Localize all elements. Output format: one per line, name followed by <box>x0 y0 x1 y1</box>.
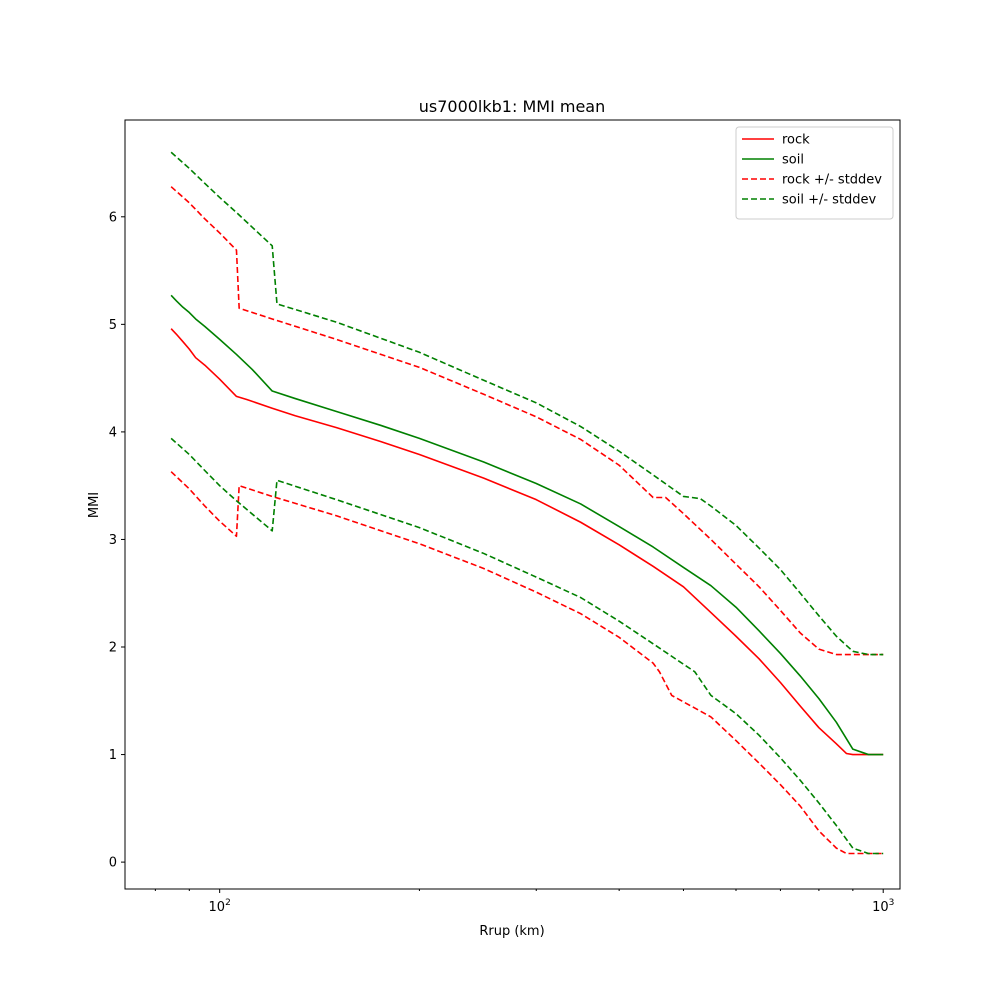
series-line-4 <box>170 471 884 855</box>
x-tick-label: 103 <box>872 898 894 915</box>
y-tick-label: 0 <box>109 856 117 871</box>
series-line-6 <box>170 437 884 855</box>
series-line-1 <box>170 328 884 756</box>
y-tick-label: 4 <box>109 425 117 440</box>
plot-lines <box>170 151 884 855</box>
chart-title: us7000lkb1: MMI mean <box>419 97 606 116</box>
y-tick-label: 1 <box>109 748 117 763</box>
y-tick-label: 5 <box>109 318 117 333</box>
x-tick-label: 102 <box>209 898 231 915</box>
series-line-3 <box>170 186 884 656</box>
plot-frame <box>124 119 901 890</box>
legend: rock soil rock +/- stddev soil +/- stddev <box>735 126 894 220</box>
series-line-2 <box>170 294 884 756</box>
series-line-5 <box>170 151 884 656</box>
legend-label: rock <box>782 133 810 148</box>
y-tick-label: 2 <box>109 641 117 656</box>
y-axis-label: MMI <box>87 492 102 518</box>
legend-label: rock +/- stddev <box>782 173 882 188</box>
legend-label: soil +/- stddev <box>782 193 877 208</box>
y-tick-label: 6 <box>109 210 117 225</box>
x-axis-label: Rrup (km) <box>479 924 544 939</box>
legend-label: soil <box>782 153 804 168</box>
x-axis: 102 103 <box>154 889 894 915</box>
y-tick-label: 3 <box>109 533 117 548</box>
legend-box <box>735 126 894 220</box>
y-axis: 0 1 2 3 4 5 6 <box>109 210 125 871</box>
